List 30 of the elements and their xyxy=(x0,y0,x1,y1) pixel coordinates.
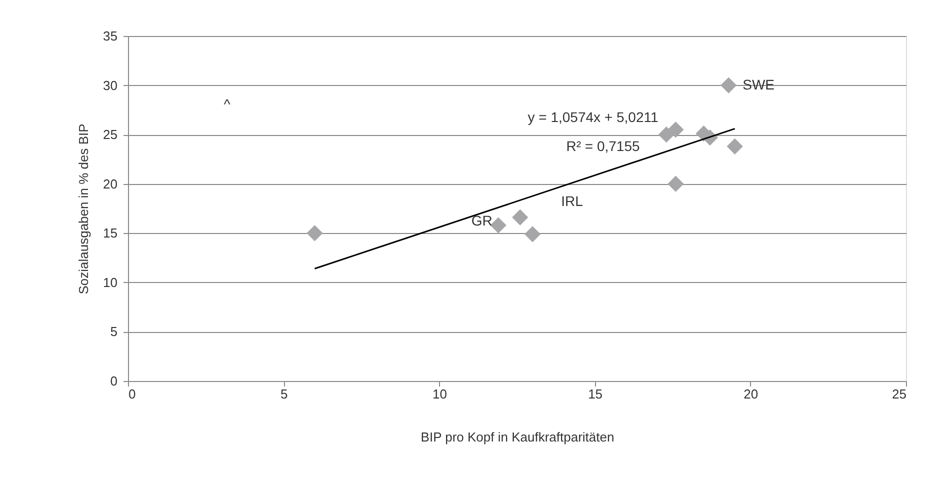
point xyxy=(490,217,506,234)
point xyxy=(306,225,323,242)
y-tick-label: 35 xyxy=(103,28,118,44)
point xyxy=(524,226,541,242)
x-tick-label: 20 xyxy=(744,386,758,402)
annotation: R² = 0,7155 xyxy=(566,138,640,154)
point xyxy=(720,77,737,94)
x-tick-label: 10 xyxy=(432,386,447,402)
annotation: ^ xyxy=(224,96,231,112)
y-tick-label: 5 xyxy=(110,324,118,340)
annotation: y = 1,0574x + 5,0211 xyxy=(528,109,658,125)
x-tick-label: 25 xyxy=(892,386,906,402)
point xyxy=(668,122,684,138)
point xyxy=(658,126,674,143)
annotation: IRL xyxy=(561,193,584,209)
y-tick-label: 20 xyxy=(103,176,118,192)
x-tick-label: 5 xyxy=(280,386,288,402)
point xyxy=(726,138,743,154)
point xyxy=(668,176,684,192)
y-tick-label: 0 xyxy=(110,374,118,388)
y-axis-title: Sozialausgaben in % des BIP xyxy=(76,124,92,294)
x-tick-label: 0 xyxy=(128,386,136,402)
y-tick-label: 10 xyxy=(103,274,118,290)
annotation: GR xyxy=(471,212,492,228)
y-tick-label: 15 xyxy=(103,226,118,241)
point xyxy=(512,209,528,226)
x-axis-title: BIP pro Kopf in Kaufkraftparitäten xyxy=(420,430,614,444)
y-tick-label: 30 xyxy=(103,78,118,93)
y-tick-label: 25 xyxy=(103,127,118,142)
x-tick-label: 15 xyxy=(588,386,603,402)
